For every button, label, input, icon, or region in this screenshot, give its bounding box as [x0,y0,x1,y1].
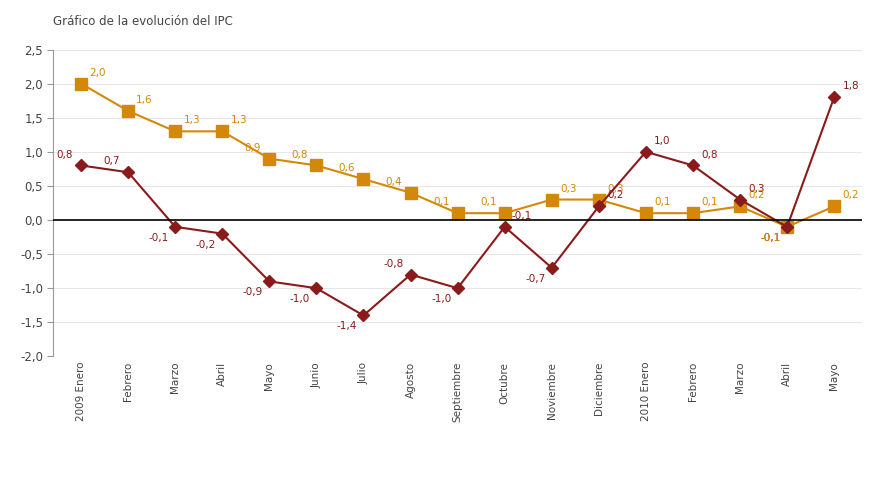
Text: 0,4: 0,4 [385,177,402,187]
Text: 0,1: 0,1 [480,198,496,207]
Text: 1,8: 1,8 [842,81,859,92]
Text: -1,4: -1,4 [337,321,357,331]
Text: 0,2: 0,2 [748,191,765,200]
Text: 1,3: 1,3 [183,115,200,125]
Text: 0,9: 0,9 [245,143,261,153]
Text: -0,1: -0,1 [149,233,169,243]
Text: 0,1: 0,1 [433,198,450,207]
Text: -1,0: -1,0 [431,294,451,304]
Text: -0,1: -0,1 [511,211,532,221]
Text: 0,8: 0,8 [291,149,308,159]
Text: 0,6: 0,6 [339,163,356,173]
Text: 0,3: 0,3 [607,184,624,194]
Text: -0,1: -0,1 [760,233,781,243]
Text: 1,0: 1,0 [654,136,671,146]
Text: 0,1: 0,1 [701,198,718,207]
Text: 0,1: 0,1 [654,198,671,207]
Text: -0,2: -0,2 [195,240,216,249]
Text: 0,3: 0,3 [748,184,765,194]
Text: 0,2: 0,2 [842,191,859,200]
Text: 0,8: 0,8 [56,149,73,159]
Text: 0,8: 0,8 [701,149,718,159]
Text: -0,9: -0,9 [243,287,263,297]
Text: -0,8: -0,8 [384,259,404,269]
Text: -1,0: -1,0 [290,294,310,304]
Text: 0,7: 0,7 [103,156,120,166]
Text: 1,3: 1,3 [231,115,247,125]
Text: -0,7: -0,7 [525,274,546,284]
Text: -0,1: -0,1 [760,233,781,243]
Text: 1,6: 1,6 [136,95,153,105]
Text: Gráfico de la evolución del IPC: Gráfico de la evolución del IPC [53,15,232,28]
Text: 2,0: 2,0 [89,68,106,78]
Text: 0,2: 0,2 [607,191,624,200]
Text: 0,3: 0,3 [560,184,576,194]
